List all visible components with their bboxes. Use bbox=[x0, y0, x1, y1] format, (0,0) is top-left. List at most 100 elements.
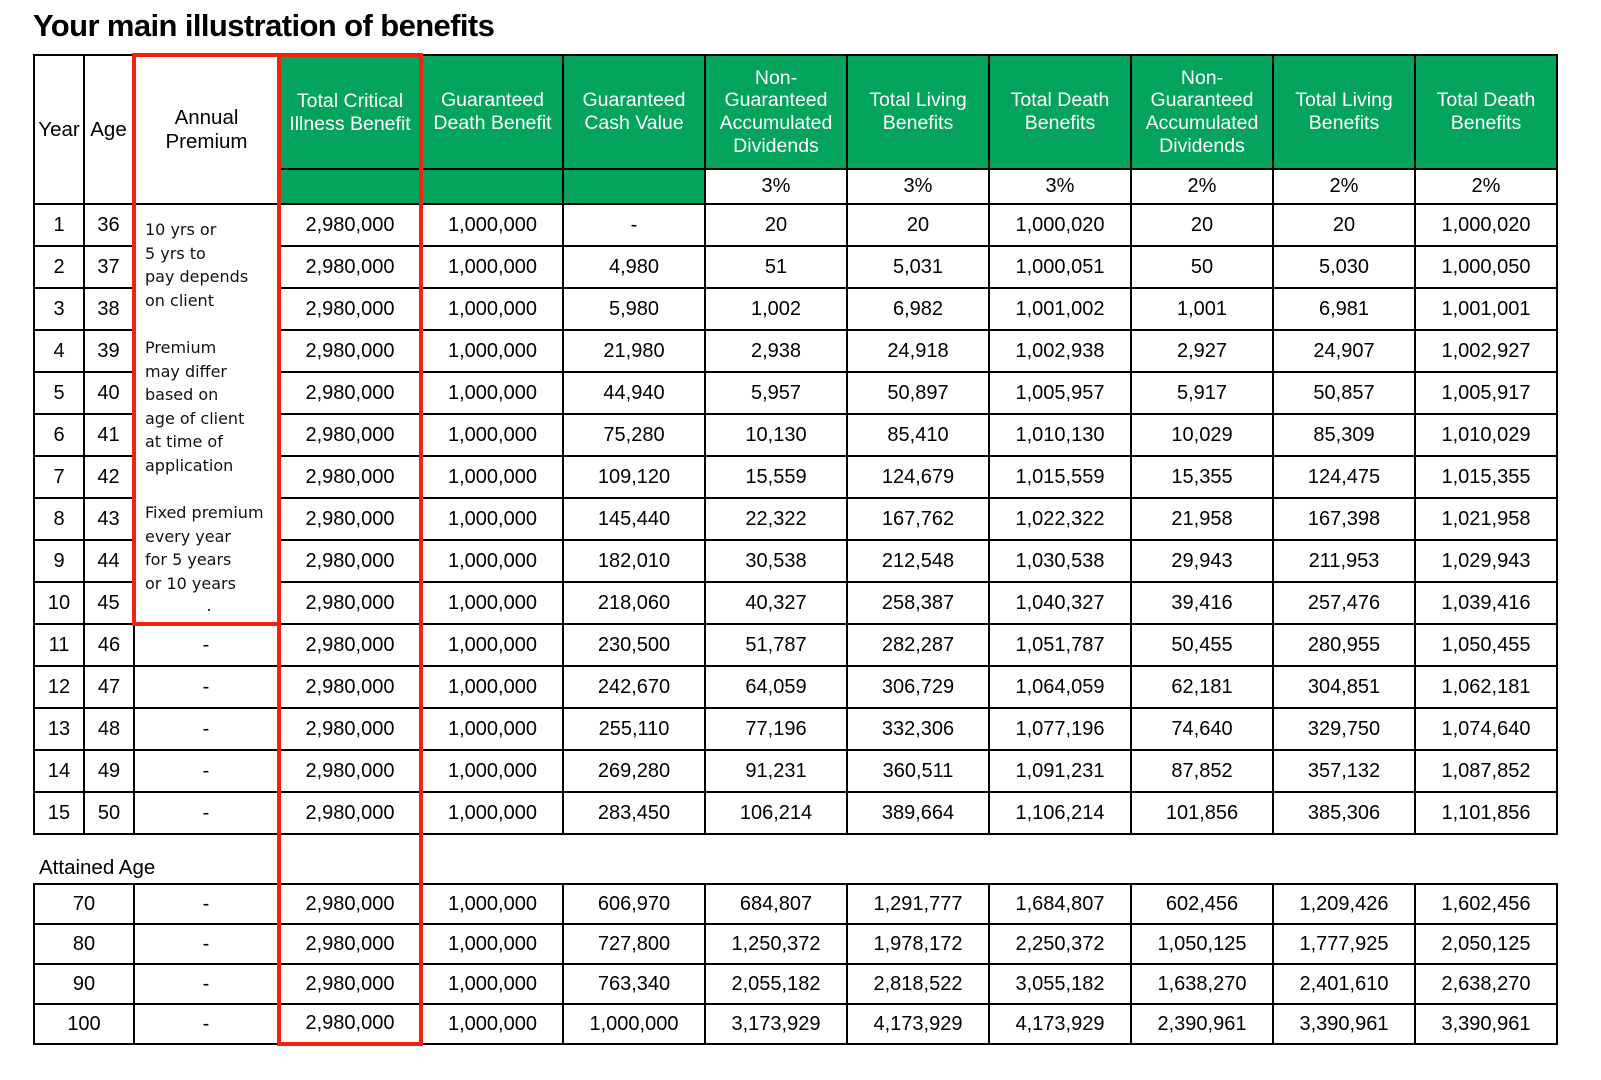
value-cell: 1,000,000 bbox=[420, 883, 564, 925]
value-cell: 1,000,020 bbox=[1414, 203, 1558, 247]
table-row-year-7: 7 42 2,980,000 1,000,000 109,120 15,559 124,67… bbox=[33, 455, 1558, 499]
value-cell: 4,173,929 bbox=[846, 1003, 990, 1045]
critical-illness-value-cell: 2,980,000 bbox=[277, 245, 423, 289]
value-cell: 1,000,000 bbox=[420, 371, 564, 415]
critical-illness-value-cell: 2,980,000 bbox=[277, 963, 423, 1005]
value-cell: 30,538 bbox=[704, 539, 848, 583]
year-cell: 15 bbox=[33, 791, 85, 835]
attained-age-section-spacer: Attained Age bbox=[34, 834, 1557, 884]
table-row-year-3: 3 38 2,980,000 1,000,000 5,980 1,002 6,982 1,00… bbox=[33, 287, 1558, 331]
critical-illness-value-cell: 2,980,000 bbox=[277, 581, 423, 625]
value-cell: 1,000,000 bbox=[562, 1003, 706, 1045]
year-cell: 13 bbox=[33, 707, 85, 751]
value-cell: 357,132 bbox=[1272, 749, 1416, 793]
value-cell: 21,958 bbox=[1130, 497, 1274, 541]
value-cell: 85,410 bbox=[846, 413, 990, 457]
value-cell: 2,055,182 bbox=[704, 963, 848, 1005]
value-cell: 20 bbox=[1272, 203, 1416, 247]
critical-illness-value-cell: 2,980,000 bbox=[277, 329, 423, 373]
value-cell: 1,074,640 bbox=[1414, 707, 1558, 751]
col-header-guaranteed-death-benefit-1: Guaranteed Death Benefit bbox=[420, 54, 564, 170]
col-header-total-living-benefits-4: Total Living Benefits bbox=[846, 54, 990, 170]
critical-illness-column-gap bbox=[277, 834, 423, 884]
value-cell: 1,000,000 bbox=[420, 623, 564, 667]
year-cell: 5 bbox=[33, 371, 85, 415]
value-cell: 283,450 bbox=[562, 791, 706, 835]
year-cell: 7 bbox=[33, 455, 85, 499]
col-header-year: Year bbox=[33, 54, 85, 205]
age-cell: 45 bbox=[83, 581, 135, 625]
value-cell: 10,130 bbox=[704, 413, 848, 457]
value-cell: 20 bbox=[704, 203, 848, 247]
value-cell: 1,291,777 bbox=[846, 883, 990, 925]
col-header-total-death-benefits-5: Total Death Benefits bbox=[988, 54, 1132, 170]
year-cell: 1 bbox=[33, 203, 85, 247]
attained-age-row-100: 100-2,980,000 1,000,000 1,000,000 3,173,929… bbox=[33, 1003, 1558, 1046]
value-cell: 1,087,852 bbox=[1414, 749, 1558, 793]
value-cell: 5,917 bbox=[1130, 371, 1274, 415]
table-row-year-15: 15 50-2,980,000 1,000,000 283,450 106,214 389… bbox=[33, 791, 1558, 835]
value-cell: 1,000,000 bbox=[420, 497, 564, 541]
critical-illness-value-cell: 2,980,000 bbox=[277, 883, 423, 925]
value-cell: 51,787 bbox=[704, 623, 848, 667]
table-row-year-9: 9 44 2,980,000 1,000,000 182,010 30,538 212,54… bbox=[33, 539, 1558, 583]
value-cell: 1,000,000 bbox=[420, 963, 564, 1005]
value-cell: 50,455 bbox=[1130, 623, 1274, 667]
value-cell: 1,001,001 bbox=[1414, 287, 1558, 331]
value-cell: 230,500 bbox=[562, 623, 706, 667]
value-cell: 606,970 bbox=[562, 883, 706, 925]
year-cell: 11 bbox=[33, 623, 85, 667]
value-cell: 50 bbox=[1130, 245, 1274, 289]
rate-cell-5: 3% bbox=[988, 168, 1132, 205]
value-cell: 1,001,002 bbox=[988, 287, 1132, 331]
value-cell: 109,120 bbox=[562, 455, 706, 499]
value-cell: 5,980 bbox=[562, 287, 706, 331]
rate-cell-3: 3% bbox=[704, 168, 848, 205]
critical-illness-value-cell: 2,980,000 bbox=[277, 665, 423, 709]
critical-illness-value-cell: 2,980,000 bbox=[277, 791, 423, 835]
value-cell: 1,106,214 bbox=[988, 791, 1132, 835]
value-cell: 85,309 bbox=[1272, 413, 1416, 457]
value-cell: 1,250,372 bbox=[704, 923, 848, 965]
attained-age-row-70: 70-2,980,000 1,000,000 606,970 684,807 1,291… bbox=[33, 883, 1558, 925]
benefits-illustration-table: Year Age Annual Premium Total Critical Illn… bbox=[33, 53, 1558, 1046]
value-cell: 2,938 bbox=[704, 329, 848, 373]
value-cell: 360,511 bbox=[846, 749, 990, 793]
value-cell: 87,852 bbox=[1130, 749, 1274, 793]
value-cell: 4,173,929 bbox=[988, 1003, 1132, 1045]
value-cell: 62,181 bbox=[1130, 665, 1274, 709]
value-cell: 1,777,925 bbox=[1272, 923, 1416, 965]
value-cell: 106,214 bbox=[704, 791, 848, 835]
table-row-year-12: 12 47-2,980,000 1,000,000 242,670 64,059 306,… bbox=[33, 665, 1558, 709]
premium-dash-cell: - bbox=[133, 749, 280, 793]
value-cell: 40,327 bbox=[704, 581, 848, 625]
value-cell: 20 bbox=[1130, 203, 1274, 247]
value-cell: 1,000,000 bbox=[420, 245, 564, 289]
premium-dash-cell: - bbox=[133, 665, 280, 709]
value-cell: 1,002,938 bbox=[988, 329, 1132, 373]
value-cell: 1,021,958 bbox=[1414, 497, 1558, 541]
value-cell: 1,978,172 bbox=[846, 923, 990, 965]
document-page: Your main illustration of benefits Year A… bbox=[33, 8, 1558, 1046]
table-row-year-6: 6 41 2,980,000 1,000,000 75,280 10,130 85,410 1… bbox=[33, 413, 1558, 457]
value-cell: 74,640 bbox=[1130, 707, 1274, 751]
value-cell: 1,002,927 bbox=[1414, 329, 1558, 373]
age-cell: 40 bbox=[83, 371, 135, 415]
value-cell: 39,416 bbox=[1130, 581, 1274, 625]
table-row-year-10: 10 45 2,980,000 1,000,000 218,060 40,327 258,3… bbox=[33, 581, 1558, 625]
premium-dash-cell: - bbox=[133, 707, 280, 751]
year-cell: 6 bbox=[33, 413, 85, 457]
value-cell: 727,800 bbox=[562, 923, 706, 965]
critical-illness-value-cell: 2,980,000 bbox=[277, 287, 423, 331]
value-cell: 15,355 bbox=[1130, 455, 1274, 499]
premium-dash-cell: - bbox=[133, 923, 280, 965]
value-cell: 1,022,322 bbox=[988, 497, 1132, 541]
value-cell: 1,051,787 bbox=[988, 623, 1132, 667]
subheader-green-cell-1 bbox=[420, 168, 564, 205]
value-cell: 3,173,929 bbox=[704, 1003, 848, 1045]
value-cell: 1,000,000 bbox=[420, 413, 564, 457]
age-cell: 46 bbox=[83, 623, 135, 667]
value-cell: 124,475 bbox=[1272, 455, 1416, 499]
page-title: Your main illustration of benefits bbox=[33, 8, 495, 43]
value-cell: 1,000,000 bbox=[420, 581, 564, 625]
